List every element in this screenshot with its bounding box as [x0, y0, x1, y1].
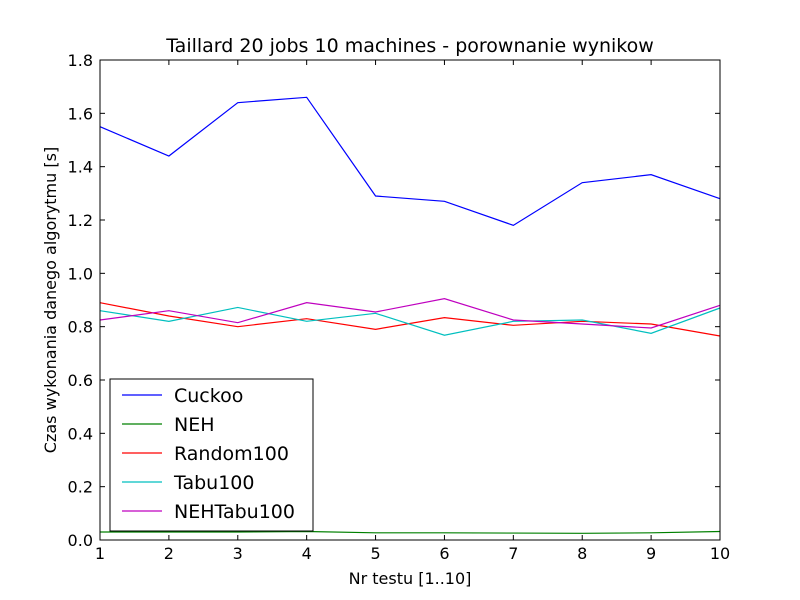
x-tick-label: 4 [302, 544, 312, 563]
series-layer [99, 96, 721, 534]
ticks-layer: 1 2 3 4 5 6 7 8 9 10 0.0 0.2 0.4 0.6 0.8 1.0 1.2 1.4 1.6 1.… [68, 51, 731, 563]
series-line-nehtabu100 [99, 298, 721, 329]
legend: Cuckoo NEH Random100 Tabu100 NEHTabu100 [109, 378, 314, 532]
legend-label-neh: NEH [174, 414, 215, 436]
x-tick-label: 8 [577, 544, 587, 563]
x-tick-label: 10 [710, 544, 730, 563]
series-line-tabu100 [99, 306, 721, 336]
series-line-neh [100, 530, 721, 534]
x-axis-label: Nr testu [1..10] [349, 569, 472, 588]
y-tick-label: 0.6 [68, 371, 93, 390]
chart-title: Taillard 20 jobs 10 machines - porownani… [165, 35, 654, 57]
series-line-cuckoo [99, 96, 721, 226]
x-tick-label: 5 [370, 544, 380, 563]
legend-label-random100: Random100 [174, 443, 289, 465]
y-tick-label: 0.0 [68, 531, 93, 550]
y-tick-label: 0.2 [68, 478, 93, 497]
x-tick-label: 7 [508, 544, 518, 563]
y-axis-label: Czas wykonania danego algorytmu [s] [41, 147, 60, 453]
x-tick-label: 1 [95, 544, 105, 563]
legend-box [109, 378, 314, 532]
y-tick-label: 1.6 [68, 104, 93, 123]
x-tick-label: 2 [164, 544, 174, 563]
x-tick-label: 9 [646, 544, 656, 563]
series-line-random100 [99, 302, 721, 337]
legend-label-cuckoo: Cuckoo [174, 385, 243, 407]
y-tick-label: 0.4 [68, 424, 93, 443]
x-tick-label: 6 [439, 544, 449, 563]
y-tick-label: 1.4 [68, 158, 93, 177]
legend-label-tabu100: Tabu100 [173, 472, 254, 494]
y-tick-label: 1.0 [68, 264, 93, 283]
y-tick-label: 0.8 [68, 318, 93, 337]
y-tick-label: 1.2 [68, 211, 93, 230]
legend-label-nehtabu100: NEHTabu100 [174, 501, 295, 523]
x-tick-label: 3 [233, 544, 243, 563]
y-tick-label: 1.8 [68, 51, 93, 70]
plot-frame [99, 59, 721, 541]
